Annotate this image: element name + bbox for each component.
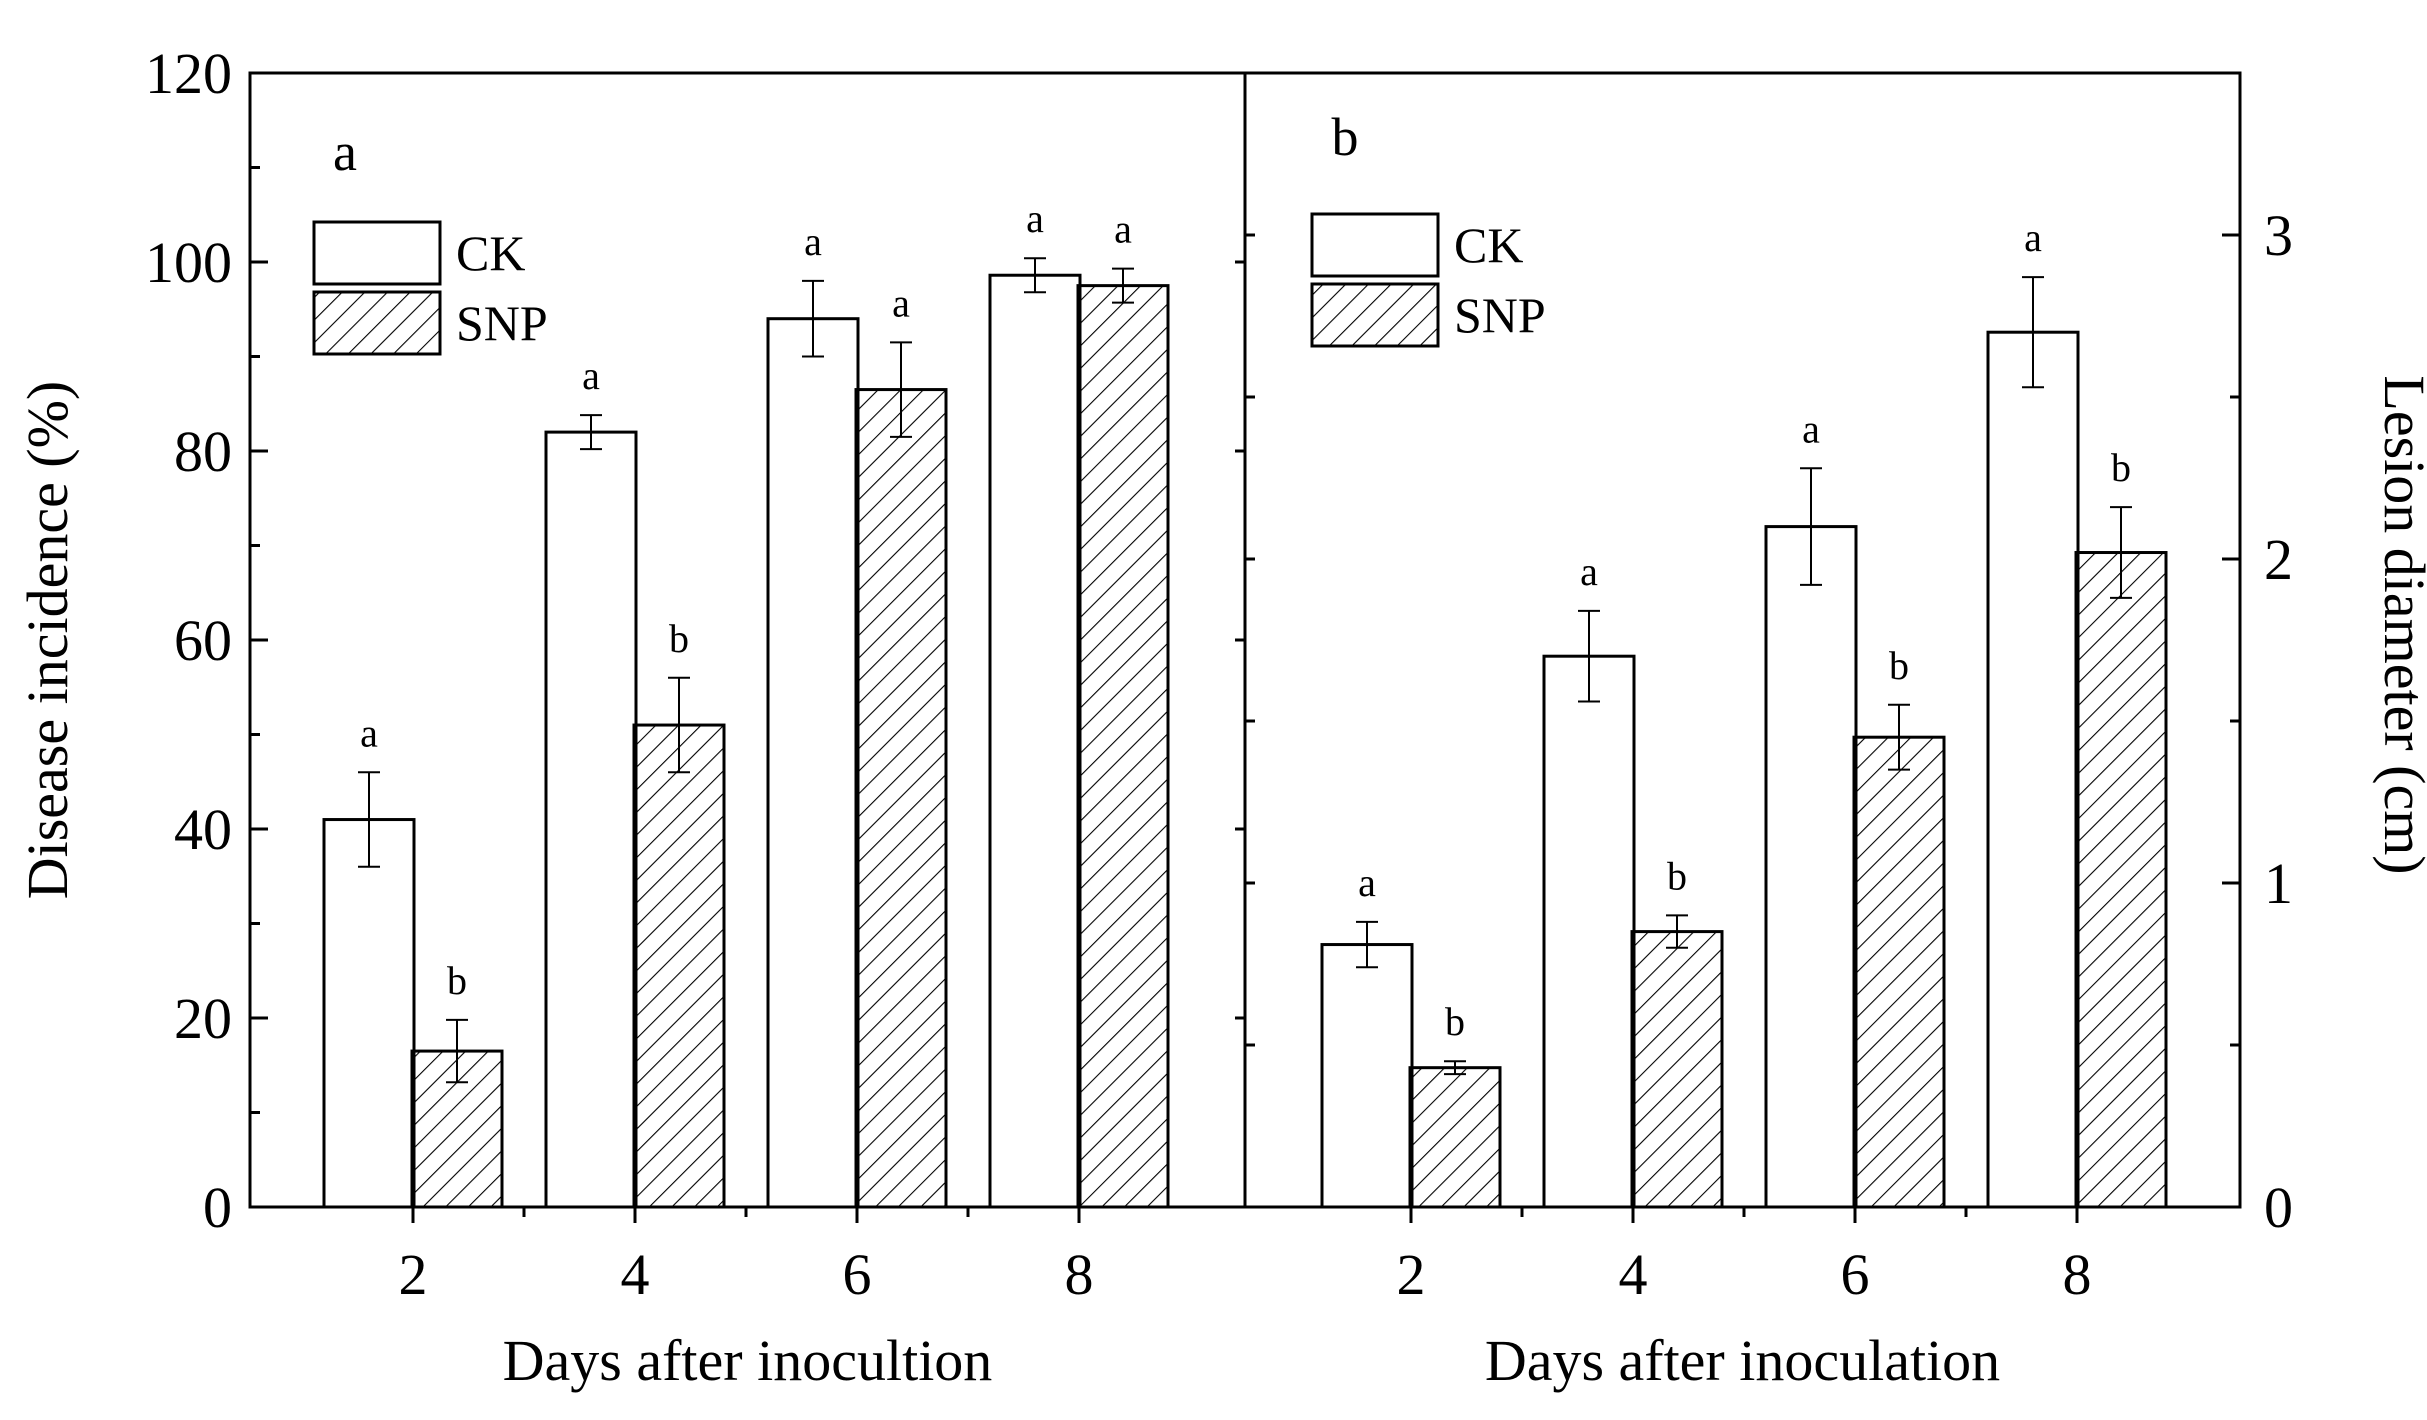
significance-letter-b: a bbox=[1802, 406, 1820, 451]
y-tick-label-a: 120 bbox=[145, 41, 232, 106]
y-axis-title-b: Lesion diameter (cm) bbox=[2372, 375, 2427, 874]
x-tick-label-a: 2 bbox=[399, 1242, 428, 1307]
y-tick-label-a: 60 bbox=[174, 608, 232, 673]
x-axis-title-a: Days after inocultion bbox=[503, 1328, 993, 1393]
significance-letter-b: a bbox=[1358, 860, 1376, 905]
significance-letter-a: b bbox=[447, 958, 467, 1003]
bar-ck-b bbox=[1986, 330, 2080, 1209]
bar-snp-b bbox=[2074, 551, 2168, 1209]
legend-swatch-snp-b bbox=[1310, 282, 1440, 348]
legend-label-ck-b: CK bbox=[1454, 217, 1523, 273]
bar-ck-b bbox=[1542, 654, 1636, 1209]
panel-label-b: b bbox=[1332, 107, 1359, 167]
significance-letter-a: a bbox=[360, 710, 378, 755]
x-tick-label-b: 4 bbox=[1619, 1242, 1648, 1307]
panel-a: 0 20 40 60 80 100 120 2 4 6 8 a a a a b b a a a CK SNP Days af… bbox=[15, 41, 1247, 1393]
y-tick-label-a: 100 bbox=[145, 230, 232, 295]
x-tick-label-a: 6 bbox=[843, 1242, 872, 1307]
significance-letter-b: a bbox=[2024, 215, 2042, 260]
significance-letter-b: b bbox=[2111, 445, 2131, 490]
significance-letter-a: a bbox=[1114, 207, 1132, 252]
bar-snp-a bbox=[1076, 284, 1170, 1209]
x-tick-label-a: 8 bbox=[1065, 1242, 1094, 1307]
significance-letter-a: b bbox=[669, 616, 689, 661]
significance-letter-a: a bbox=[892, 280, 910, 325]
x-tick-label-b: 8 bbox=[2063, 1242, 2092, 1307]
bar-ck-a bbox=[766, 317, 860, 1209]
legend-swatch-ck-b bbox=[1310, 212, 1440, 278]
significance-letter-a: a bbox=[804, 219, 822, 264]
y-tick-label-a: 20 bbox=[174, 986, 232, 1051]
significance-letter-b: b bbox=[1889, 643, 1909, 688]
significance-letter-a: a bbox=[1026, 196, 1044, 241]
x-tick-label-b: 2 bbox=[1397, 1242, 1426, 1307]
bar-ck-b bbox=[1320, 943, 1414, 1209]
bar-snp-a bbox=[854, 388, 948, 1209]
bar-ck-a bbox=[988, 273, 1082, 1209]
panel-b: 0 1 2 3 2 4 6 8 a a a a b b b b b CK SNP Days after inocula… bbox=[1243, 71, 2427, 1393]
significance-letter-b: b bbox=[1667, 853, 1687, 898]
x-axis-title-b: Days after inoculation bbox=[1485, 1328, 2000, 1393]
y-tick-label-b: 1 bbox=[2264, 851, 2293, 916]
y-tick-label-a: 0 bbox=[203, 1175, 232, 1240]
bar-ck-a bbox=[544, 430, 638, 1209]
bar-snp-b bbox=[1408, 1066, 1502, 1209]
significance-letter-b: b bbox=[1445, 999, 1465, 1044]
legend-label-snp-a: SNP bbox=[456, 295, 548, 351]
bar-ck-a bbox=[322, 818, 416, 1209]
y-tick-label-a: 40 bbox=[174, 797, 232, 862]
bar-snp-b bbox=[1630, 930, 1724, 1209]
bar-snp-b bbox=[1852, 735, 1946, 1209]
significance-letter-a: a bbox=[582, 353, 600, 398]
panel-label-a: a bbox=[333, 122, 357, 182]
legend-label-snp-b: SNP bbox=[1454, 287, 1546, 343]
y-tick-label-b: 2 bbox=[2264, 527, 2293, 592]
bar-snp-a bbox=[632, 723, 726, 1209]
legend-label-ck-a: CK bbox=[456, 225, 525, 281]
bar-ck-b bbox=[1764, 525, 1858, 1209]
x-tick-label-a: 4 bbox=[621, 1242, 650, 1307]
significance-letter-b: a bbox=[1580, 549, 1598, 594]
y-tick-label-b: 0 bbox=[2264, 1175, 2293, 1240]
y-tick-label-b: 3 bbox=[2264, 203, 2293, 268]
y-axis-title-a: Disease incidence (%) bbox=[15, 381, 80, 900]
x-tick-label-b: 6 bbox=[1841, 1242, 1870, 1307]
legend-swatch-ck-a bbox=[312, 220, 442, 286]
legend-swatch-snp-a bbox=[312, 290, 442, 356]
y-tick-label-a: 80 bbox=[174, 419, 232, 484]
